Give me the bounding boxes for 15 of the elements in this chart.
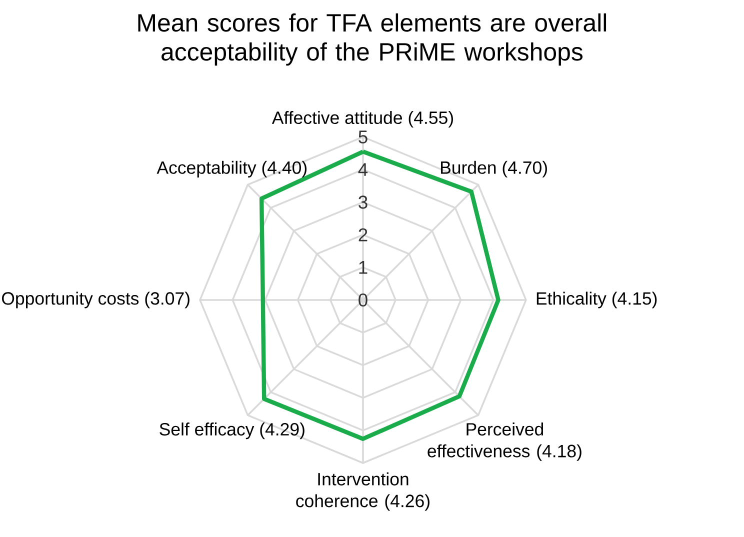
y-tick-label: 5 — [358, 130, 368, 144]
chart-title: Mean scores for TFA elements are overall acceptability of the PRiME workshops — [138, 13, 606, 66]
y-tick-label: 4 — [358, 163, 368, 176]
spoke-label: Perceived effectiveness (4.18) — [428, 422, 582, 461]
spoke-label: Intervention coherence (4.26) — [296, 472, 430, 511]
y-tick-label: 0 — [358, 293, 368, 307]
y-tick-label: 2 — [358, 228, 368, 242]
spoke-label: Acceptability (4.40) — [156, 160, 307, 178]
y-tick-label: 1 — [359, 261, 368, 274]
spoke-label: Opportunity costs (3.07) — [2, 292, 190, 308]
spoke-label: Ethicality (4.15) — [536, 292, 657, 308]
spoke-label: Affective attitude (4.55) — [272, 110, 453, 128]
spoke-label: Burden (4.70) — [441, 160, 547, 178]
spoke-label: Self efficacy (4.29) — [160, 422, 304, 440]
y-tick-label: 3 — [358, 196, 368, 209]
